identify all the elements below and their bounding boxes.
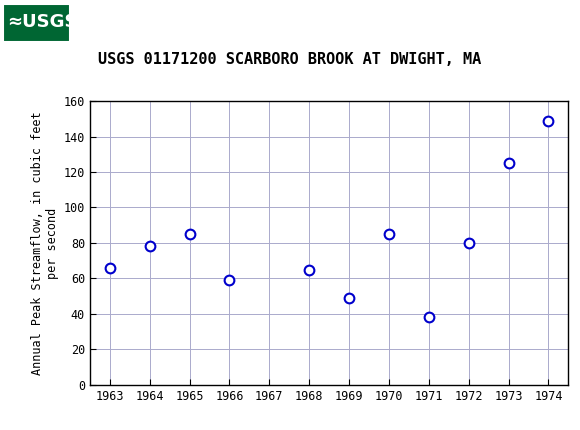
FancyBboxPatch shape	[3, 3, 70, 42]
Text: USGS 01171200 SCARBORO BROOK AT DWIGHT, MA: USGS 01171200 SCARBORO BROOK AT DWIGHT, …	[99, 52, 481, 67]
Y-axis label: Annual Peak Streamflow, in cubic feet
per second: Annual Peak Streamflow, in cubic feet pe…	[31, 111, 60, 375]
Text: ≈USGS: ≈USGS	[7, 12, 78, 31]
